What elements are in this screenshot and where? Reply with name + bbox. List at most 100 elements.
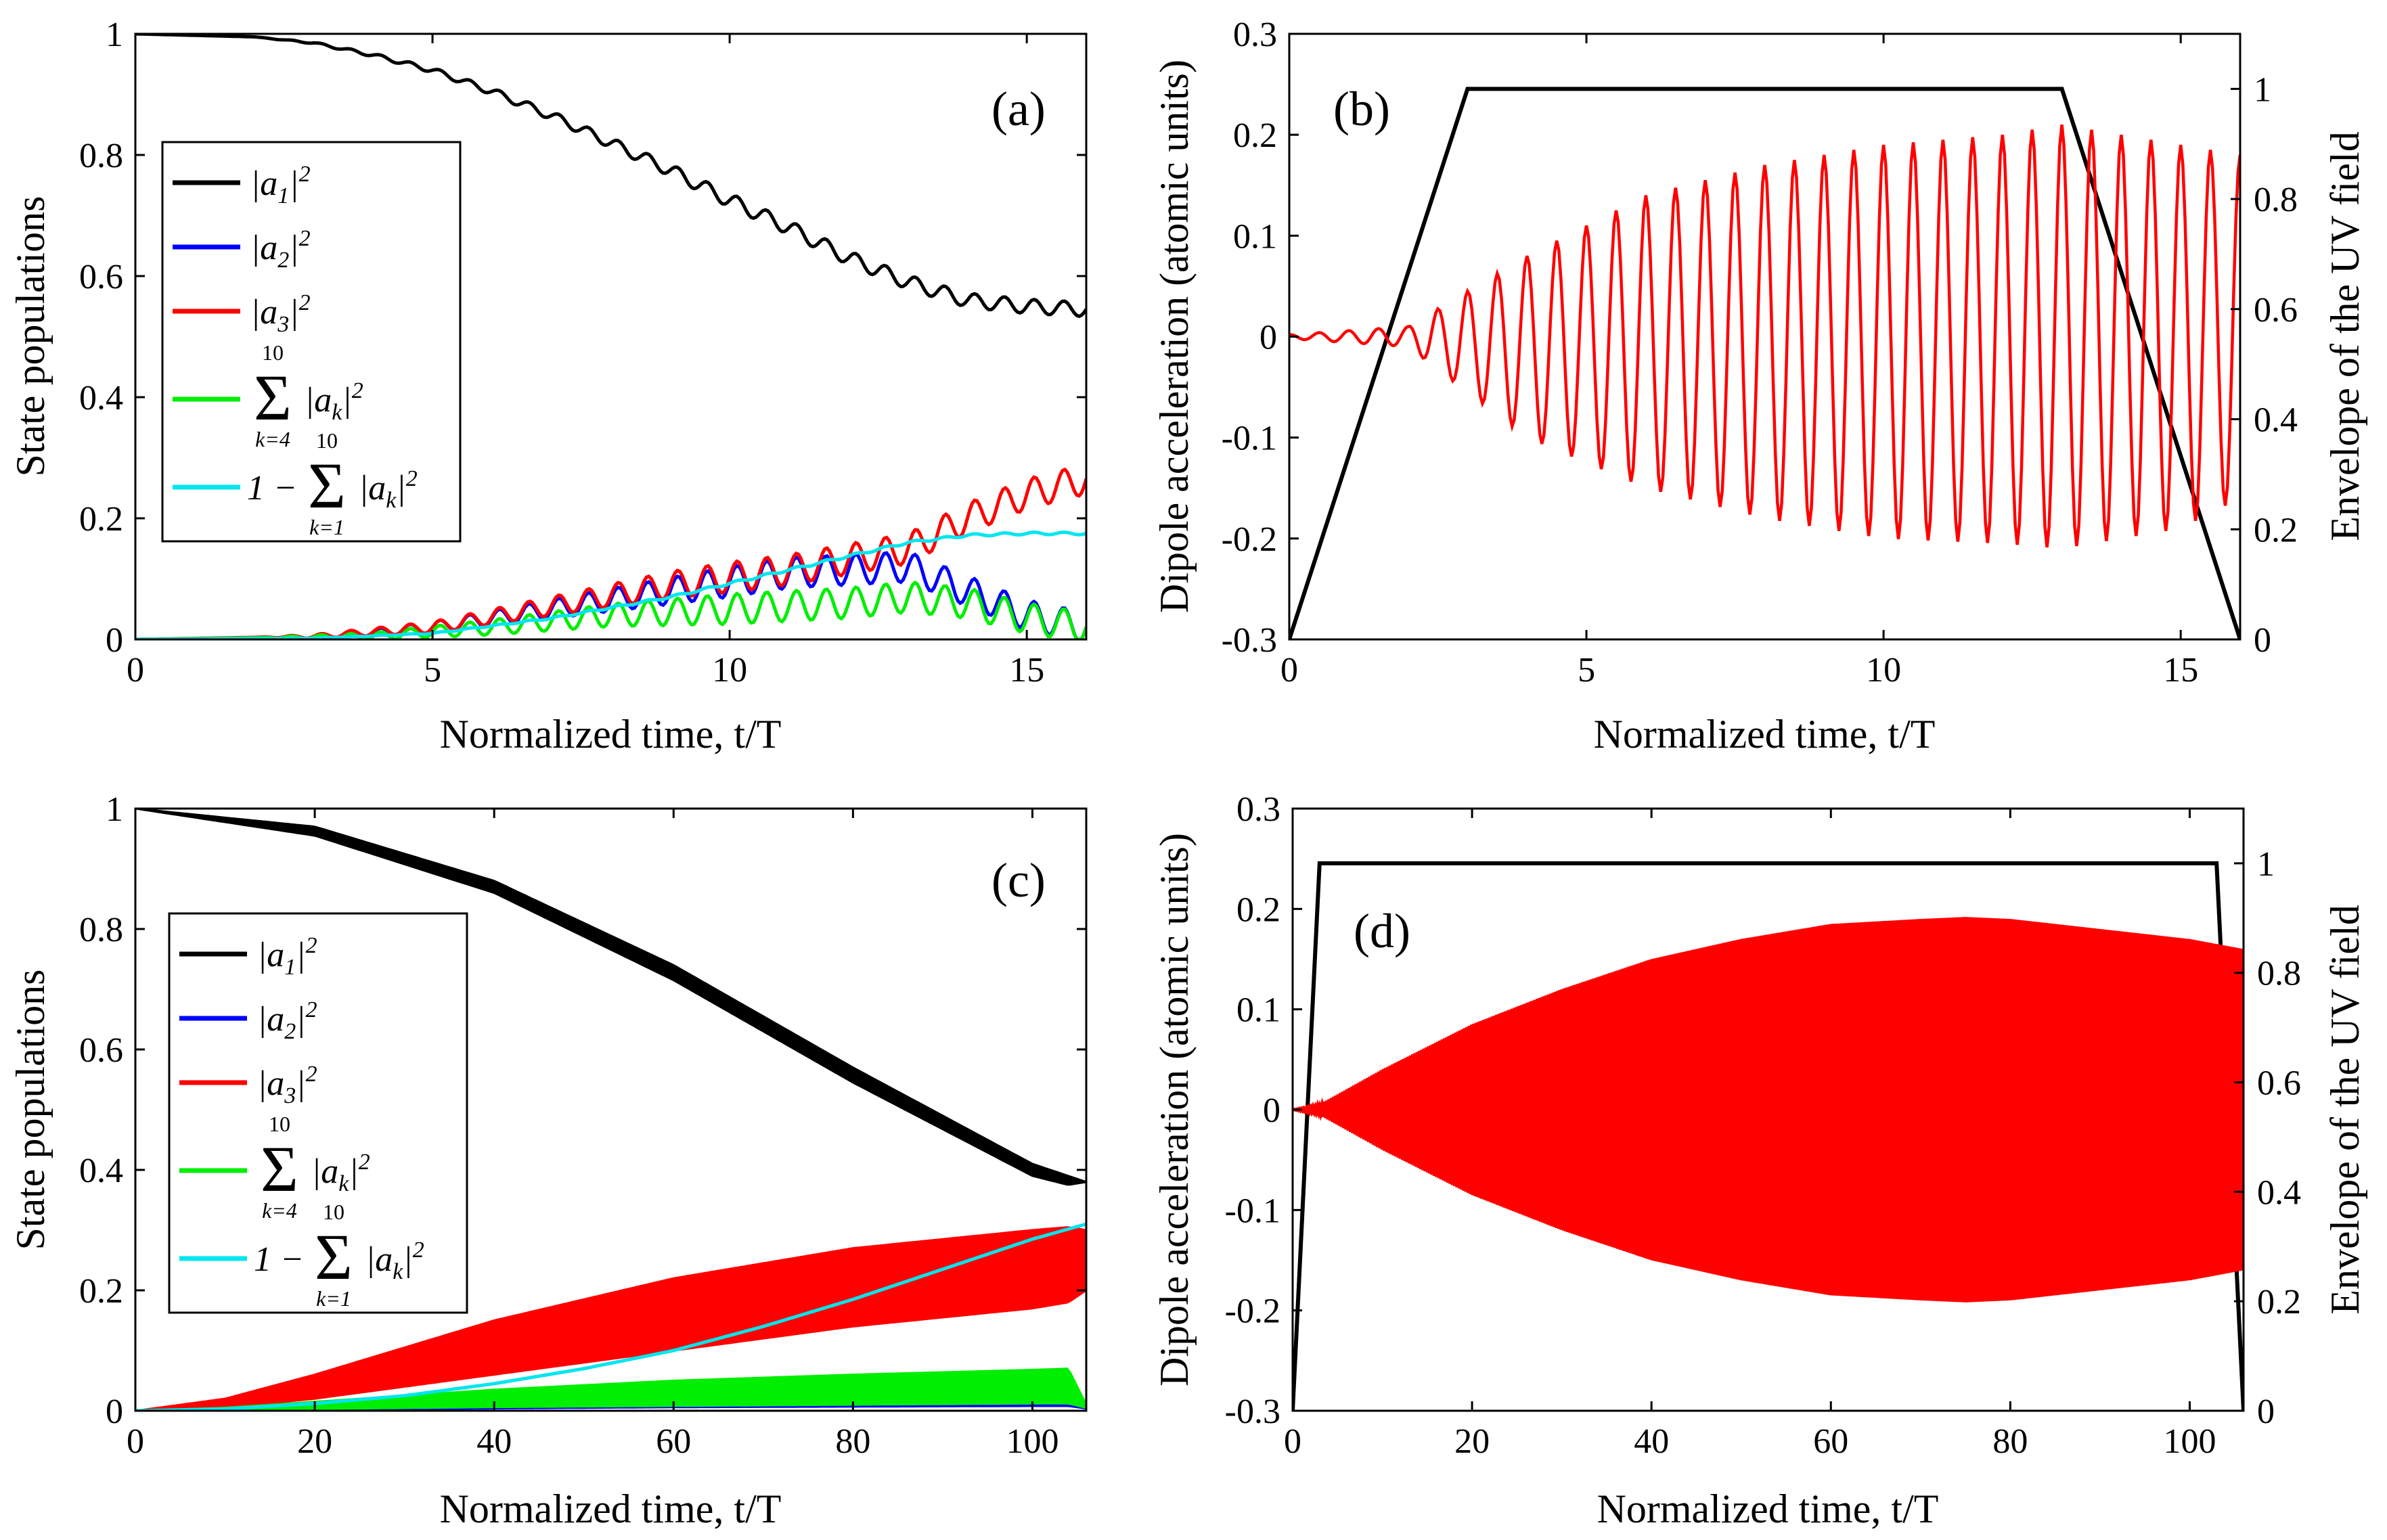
- legend-sum-lower: k=4: [262, 1198, 297, 1223]
- legend-sum-upper: 10: [269, 1112, 290, 1136]
- x-tick-label: 0: [127, 1422, 144, 1461]
- x-tick-label: 40: [476, 1422, 512, 1461]
- y-tick-label: 0.3: [1236, 790, 1280, 829]
- y-tick-label: 1: [106, 16, 123, 54]
- panel-b-y2-axis-label: Envelope of the UV field: [2323, 131, 2367, 541]
- panel-d-label: (d): [1354, 904, 1410, 958]
- panel-c-y-ticks: 0 0.2 0.4 0.6 0.8 1: [79, 790, 1086, 1431]
- panel-c-series-0-band: [135, 809, 1086, 1186]
- panel-d-plot-area: [1293, 861, 2244, 1411]
- panel-b-plot-area: [1289, 87, 2240, 639]
- y-tick-label: 0.2: [79, 1272, 123, 1311]
- y2-tick-label: 0.6: [2254, 291, 2298, 330]
- y-tick-label: 0: [1259, 319, 1277, 357]
- legend-label-prefix: 1 −: [247, 469, 297, 507]
- y2-tick-label: 1: [2257, 845, 2275, 884]
- y-tick-label: -0.2: [1222, 520, 1277, 559]
- legend-label: |ak|2: [365, 1238, 424, 1284]
- x-tick-label: 20: [297, 1422, 332, 1461]
- legend-sum-upper: 10: [316, 428, 338, 453]
- y-tick-label: 0.8: [79, 911, 123, 949]
- y-tick-label: 0.6: [79, 1031, 123, 1070]
- x-tick-label: 0: [1284, 1422, 1301, 1461]
- panel-d-y-ticks: -0.3 -0.2 -0.1 0 0.1 0.2 0.3: [1225, 790, 1302, 1431]
- panel-c-axes-frame: [134, 807, 1088, 1412]
- legend-box: [161, 141, 462, 543]
- y-tick-label: 1: [106, 790, 123, 829]
- x-tick-label: 100: [1006, 1422, 1058, 1461]
- legend-label: |a2|2: [250, 226, 311, 273]
- x-tick-label: 60: [656, 1422, 691, 1461]
- panel-d-y-axis-label: Dipole acceleration (atomic units): [1152, 833, 1197, 1386]
- legend-box: [168, 912, 468, 1314]
- y-tick-label: 0.2: [1236, 890, 1280, 929]
- panel-a-label: (a): [991, 82, 1046, 136]
- legend-sum-upper: 10: [262, 340, 284, 365]
- y2-tick-label: 0.4: [2254, 401, 2298, 440]
- y-tick-label: 0.2: [1233, 116, 1277, 155]
- y2-tick-label: 0: [2257, 1392, 2275, 1431]
- panel-b-dipole-acceleration-line: [1289, 124, 2240, 548]
- legend-sum-upper: 10: [323, 1200, 344, 1224]
- panel-a-y-ticks: 0 0.2 0.4 0.6 0.8 1: [79, 16, 1086, 660]
- y2-tick-label: 0.8: [2257, 955, 2301, 993]
- x-tick-label: 80: [835, 1422, 870, 1461]
- y2-tick-label: 0.2: [2254, 511, 2298, 549]
- legend-label-prefix: 1 −: [254, 1240, 304, 1279]
- legend-label: |a3|2: [257, 1062, 317, 1108]
- legend-sum-lower: k=1: [309, 515, 344, 539]
- legend-sum-lower: k=4: [255, 427, 290, 451]
- panel-a-series-0-line: [135, 34, 1086, 319]
- panel-b-x-ticks: 0 5 10 15: [1280, 34, 2198, 689]
- y-tick-label: 0: [106, 1392, 123, 1431]
- legend-label: |ak|2: [311, 1150, 370, 1196]
- y-tick-label: 0: [106, 621, 123, 660]
- y2-tick-label: 0.8: [2254, 181, 2298, 219]
- panel-d-y2-ticks: 0 0.2 0.4 0.6 0.8 1: [2234, 845, 2301, 1431]
- panel-b-x-axis-label: Normalized time, t/T: [1594, 712, 1936, 756]
- y-tick-label: -0.3: [1225, 1392, 1280, 1431]
- y2-tick-label: 0: [2254, 621, 2271, 660]
- y-tick-label: 0.3: [1233, 16, 1277, 54]
- y-tick-label: 0.4: [79, 1152, 123, 1190]
- panel-a-series-3-line: [135, 580, 1086, 639]
- y2-tick-label: 0.6: [2257, 1064, 2301, 1103]
- y-tick-label: 0.6: [79, 258, 123, 296]
- panel-a: 0 5 10 15 0 0.2 0.4 0.6 0.8 1 Normalized time, t…: [8, 16, 1088, 756]
- panel-b-envelope-line: [1289, 87, 2240, 639]
- x-tick-label: 15: [1009, 651, 1044, 689]
- panel-b-y-axis-label: Dipole acceleration (atomic units): [1152, 60, 1197, 613]
- y-tick-label: -0.2: [1225, 1292, 1280, 1331]
- panel-b-y2-ticks: 0 0.2 0.4 0.6 0.8 1: [2231, 70, 2298, 660]
- panel-c-plot-area: [135, 809, 1086, 1411]
- x-tick-label: 100: [2163, 1422, 2216, 1461]
- x-tick-label: 5: [1578, 651, 1595, 689]
- panel-d: 0 20 40 60 80 100 -0.3 -0.2 -0.1 0 0.1 0.2 0.3 0 0.2…: [1152, 790, 2367, 1531]
- y-tick-label: -0.1: [1222, 420, 1277, 458]
- legend-sum-lower: k=1: [316, 1286, 351, 1311]
- y-tick-label: -0.3: [1222, 621, 1277, 660]
- legend-sigma: Σ: [261, 1133, 298, 1205]
- x-tick-label: 10: [1866, 651, 1901, 689]
- panel-b-y-ticks: -0.3 -0.2 -0.1 0 0.1 0.2 0.3: [1222, 16, 1299, 660]
- y-tick-label: 0.1: [1233, 217, 1277, 256]
- y-tick-label: 0.2: [79, 500, 123, 539]
- legend-label: |a2|2: [257, 997, 317, 1044]
- panel-c-series-2-band: [135, 1226, 1086, 1411]
- legend-sigma: Σ: [254, 361, 292, 434]
- legend-sigma: Σ: [308, 449, 346, 522]
- legend-label: |ak|2: [359, 466, 418, 513]
- panel-d-y2-axis-label: Envelope of the UV field: [2323, 905, 2367, 1314]
- y2-tick-label: 0.4: [2257, 1173, 2301, 1212]
- legend-sigma: Σ: [315, 1221, 353, 1293]
- panel-b: 0 5 10 15 -0.3 -0.2 -0.1 0 0.1 0.2 0.3 0 0.2 0.4 0.6…: [1152, 16, 2367, 756]
- x-tick-label: 10: [712, 651, 747, 689]
- panel-b-label: (b): [1333, 82, 1390, 136]
- panel-d-dipole-acceleration-line: [1293, 917, 2244, 1303]
- panel-a-y-axis-label: State populations: [8, 196, 53, 477]
- panel-c-y-axis-label: State populations: [8, 970, 53, 1250]
- x-tick-label: 5: [424, 651, 441, 689]
- x-tick-label: 80: [1992, 1422, 2028, 1461]
